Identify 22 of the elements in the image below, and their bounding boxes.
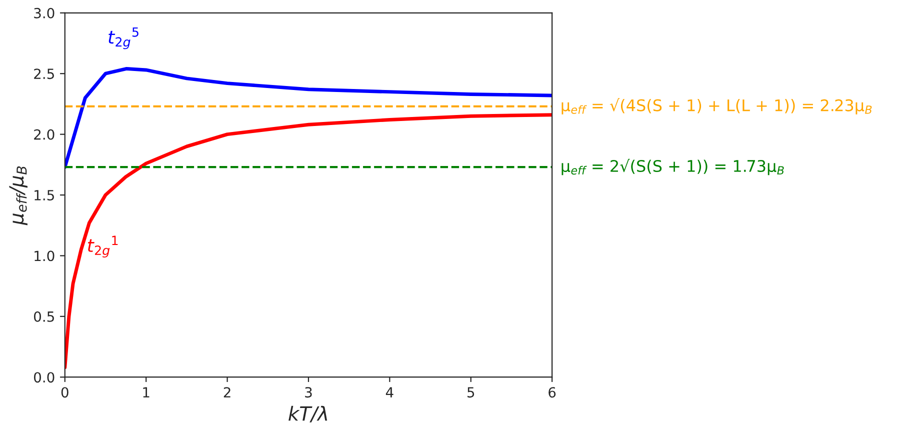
x-tick-label: 1 [143,387,150,398]
y-tick-label: 2.0 [34,129,54,140]
y-tick-label: 3.0 [34,8,54,18]
x-tick-label: 5 [468,387,474,398]
x-axis-title: kT/λ [288,406,328,422]
x-tick-label: 4 [386,387,394,398]
y-tick-label: 0.5 [34,311,54,322]
x-tick-label: 3 [305,387,312,398]
y-tick-label: 2.5 [34,68,54,80]
ref-line-label: μ$_{eff}$ = √(4S(S + 1) + L(L + 1)) = 2.23μ$_{B}$ [562,98,872,114]
y-tick-label: 0.0 [34,372,54,383]
series-label: t$_{2g}$$^{1}$ [88,236,118,258]
ref-line-label: μ$_{eff}$ = 2√(S(S + 1)) = 1.73μ$_{B}$ [562,158,784,176]
x-tick-label: 0 [61,387,68,398]
x-tick-label: 2 [224,387,230,398]
x-tick-label: 6 [548,387,556,398]
series-label: t$_{2g}$$^{5}$ [108,27,138,50]
line-series [64,113,552,370]
line-series [64,67,552,169]
y-axis-title: μ$_{eff}$/μ$_{B}$ [9,166,28,226]
y-tick-label: 1.0 [34,250,54,262]
y-tick-label: 1.5 [34,190,54,200]
